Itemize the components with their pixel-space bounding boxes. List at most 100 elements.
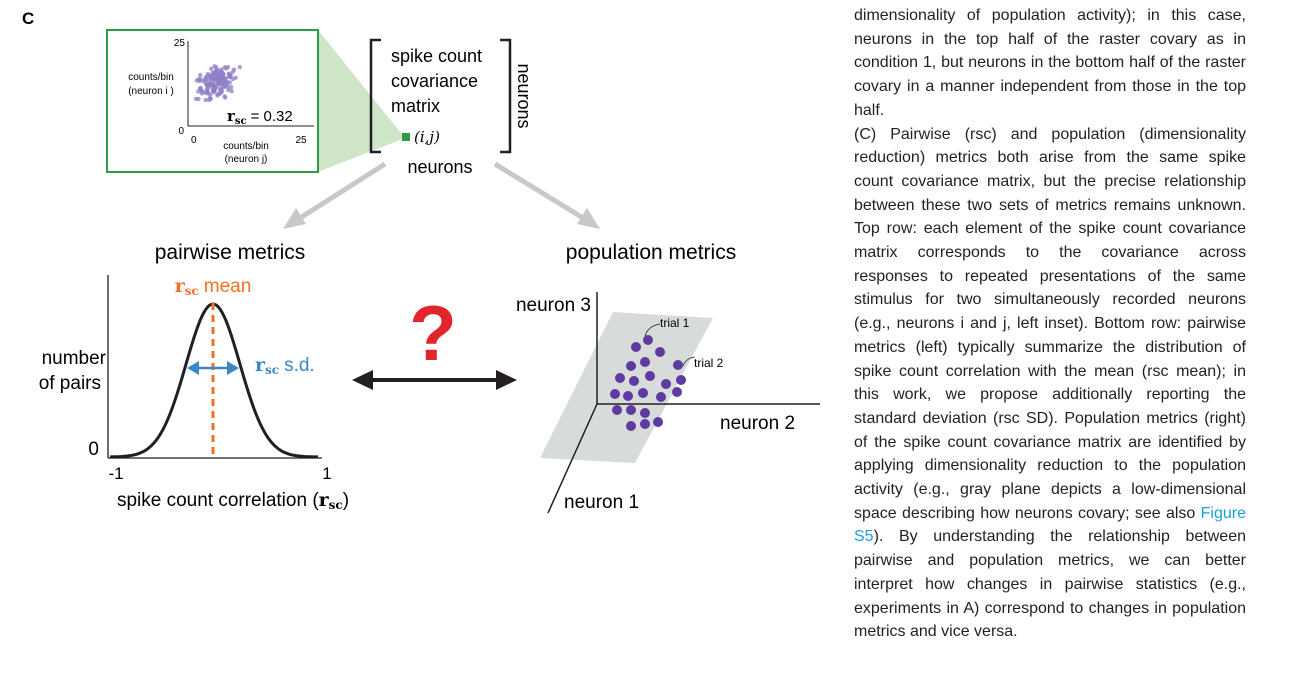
double-arrow-right-head bbox=[496, 370, 517, 390]
caption-text: (C) Pairwise (rsc) and population (dimen… bbox=[854, 125, 1246, 522]
trial-dot bbox=[656, 392, 666, 402]
trial-2-pointer bbox=[682, 356, 696, 367]
trial-dot bbox=[612, 405, 622, 415]
scatter-point bbox=[221, 84, 227, 89]
matrix-element-marker bbox=[402, 133, 410, 141]
trial-dot bbox=[631, 342, 641, 352]
low-dimensional-plane bbox=[540, 312, 713, 463]
trial-dot bbox=[676, 375, 686, 385]
arrow-to-pairwise-head bbox=[283, 208, 306, 229]
trial-dot bbox=[638, 388, 648, 398]
trial-dot bbox=[610, 389, 620, 399]
inset-origin: 0 bbox=[178, 126, 184, 137]
rsc-sd-arrow-left-head bbox=[187, 361, 199, 375]
pairwise-x-min: -1 bbox=[108, 464, 123, 483]
scatter-point bbox=[224, 80, 229, 85]
axis-neuron-3-label: neuron 3 bbox=[516, 295, 591, 316]
trial-2-label: trial 2 bbox=[694, 356, 724, 370]
scatter-point bbox=[193, 96, 199, 102]
zoom-wedge bbox=[318, 30, 405, 172]
caption-text-end: ). By understanding the relationship bet… bbox=[854, 528, 1246, 641]
inset-y-max: 25 bbox=[174, 38, 186, 49]
scatter-point bbox=[197, 86, 203, 91]
scatter-point bbox=[199, 91, 205, 96]
scatter-point bbox=[215, 83, 221, 88]
scatter-point bbox=[237, 64, 242, 70]
trial-dot bbox=[623, 391, 633, 401]
trial-dot bbox=[655, 347, 665, 357]
axis-neuron-2-label: neuron 2 bbox=[720, 413, 795, 434]
trial-dot bbox=[640, 357, 650, 367]
matrix-line-1: spike count bbox=[391, 46, 482, 66]
trial-dot bbox=[626, 361, 636, 371]
pairwise-xlabel: spike count correlation (rsc) bbox=[117, 489, 349, 512]
trial-dot bbox=[661, 379, 671, 389]
scatter-point bbox=[209, 66, 214, 72]
scatter-point bbox=[231, 67, 237, 72]
caption-paragraph-1: dimensionality of population activity); … bbox=[854, 7, 1246, 119]
inset-x-origin: 0 bbox=[191, 135, 197, 146]
scatter-point bbox=[228, 74, 233, 79]
question-mark: ? bbox=[409, 289, 457, 377]
trial-dot bbox=[626, 421, 636, 431]
trial-dot bbox=[640, 419, 650, 429]
inset-xlabel-1: counts/bin bbox=[223, 141, 269, 152]
matrix-element-label: (i,j) bbox=[414, 128, 440, 146]
scatter-point bbox=[205, 89, 210, 94]
scatter-point bbox=[225, 64, 231, 70]
scatter-point bbox=[222, 94, 227, 99]
population-title: population metrics bbox=[566, 241, 736, 264]
figure-caption: dimensionality of population activity); … bbox=[854, 4, 1246, 644]
trial-1-pointer bbox=[644, 323, 661, 337]
trial-dot bbox=[672, 387, 682, 397]
inset-ylabel-1: counts/bin bbox=[128, 72, 174, 83]
scatter-point bbox=[208, 96, 213, 101]
scatter-point bbox=[204, 82, 209, 87]
scatter-point bbox=[217, 87, 222, 93]
scatter-point bbox=[202, 77, 207, 83]
double-arrow-left-head bbox=[352, 370, 373, 390]
matrix-right-bracket bbox=[500, 38, 512, 154]
trial-dot bbox=[645, 371, 655, 381]
trial-dot bbox=[626, 405, 636, 415]
matrix-side-label: neurons bbox=[514, 63, 534, 128]
scatter-point bbox=[215, 93, 220, 98]
scatter-point bbox=[214, 65, 219, 70]
scatter-point bbox=[208, 92, 213, 97]
inset-frame bbox=[106, 29, 319, 173]
caption-paragraph-2: (C) Pairwise (rsc) and population (dimen… bbox=[854, 123, 1246, 644]
arrow-to-population-shaft bbox=[493, 161, 585, 221]
trial-dot bbox=[643, 335, 653, 345]
scatter-point bbox=[211, 76, 216, 81]
scatter-point bbox=[233, 75, 238, 81]
figure-svg: C 25 0 0 25 counts/bin (neuron i ) count… bbox=[22, 9, 820, 514]
inset-x-max: 25 bbox=[295, 135, 307, 146]
figure-panel-c: C 25 0 0 25 counts/bin (neuron i ) count… bbox=[22, 9, 820, 514]
figure-s5-link[interactable]: Figure S5 bbox=[854, 504, 1246, 546]
trial-dot bbox=[615, 373, 625, 383]
axis-neuron-1 bbox=[547, 403, 598, 514]
panel-label: C bbox=[22, 9, 34, 28]
trial-1-label: trial 1 bbox=[660, 316, 690, 330]
trial-dots bbox=[610, 335, 686, 431]
matrix-line-2: covariance bbox=[391, 71, 478, 91]
rsc-sd-arrow-right-head bbox=[227, 361, 239, 375]
scatter-point bbox=[228, 85, 234, 90]
trial-dot bbox=[653, 417, 663, 427]
inset-ylabel-2: (neuron i ) bbox=[128, 86, 174, 97]
inset-xlabel-2: (neuron j) bbox=[225, 154, 268, 165]
scatter-point bbox=[217, 71, 223, 76]
scatter-point bbox=[210, 82, 216, 87]
inset-scatter bbox=[193, 64, 242, 103]
scatter-point bbox=[229, 89, 234, 94]
matrix-left-bracket bbox=[369, 38, 381, 154]
arrow-to-population-head bbox=[577, 208, 600, 229]
scatter-point bbox=[210, 72, 215, 78]
scatter-point bbox=[196, 76, 201, 82]
arrow-to-pairwise-shaft bbox=[298, 161, 387, 221]
scatter-point bbox=[198, 72, 203, 78]
trial-dot bbox=[673, 360, 683, 370]
rsc-mean-label: rsc mean bbox=[175, 275, 252, 298]
pairwise-ylabel-2: of pairs bbox=[39, 373, 101, 394]
pairwise-ylabel-1: number bbox=[42, 348, 107, 369]
